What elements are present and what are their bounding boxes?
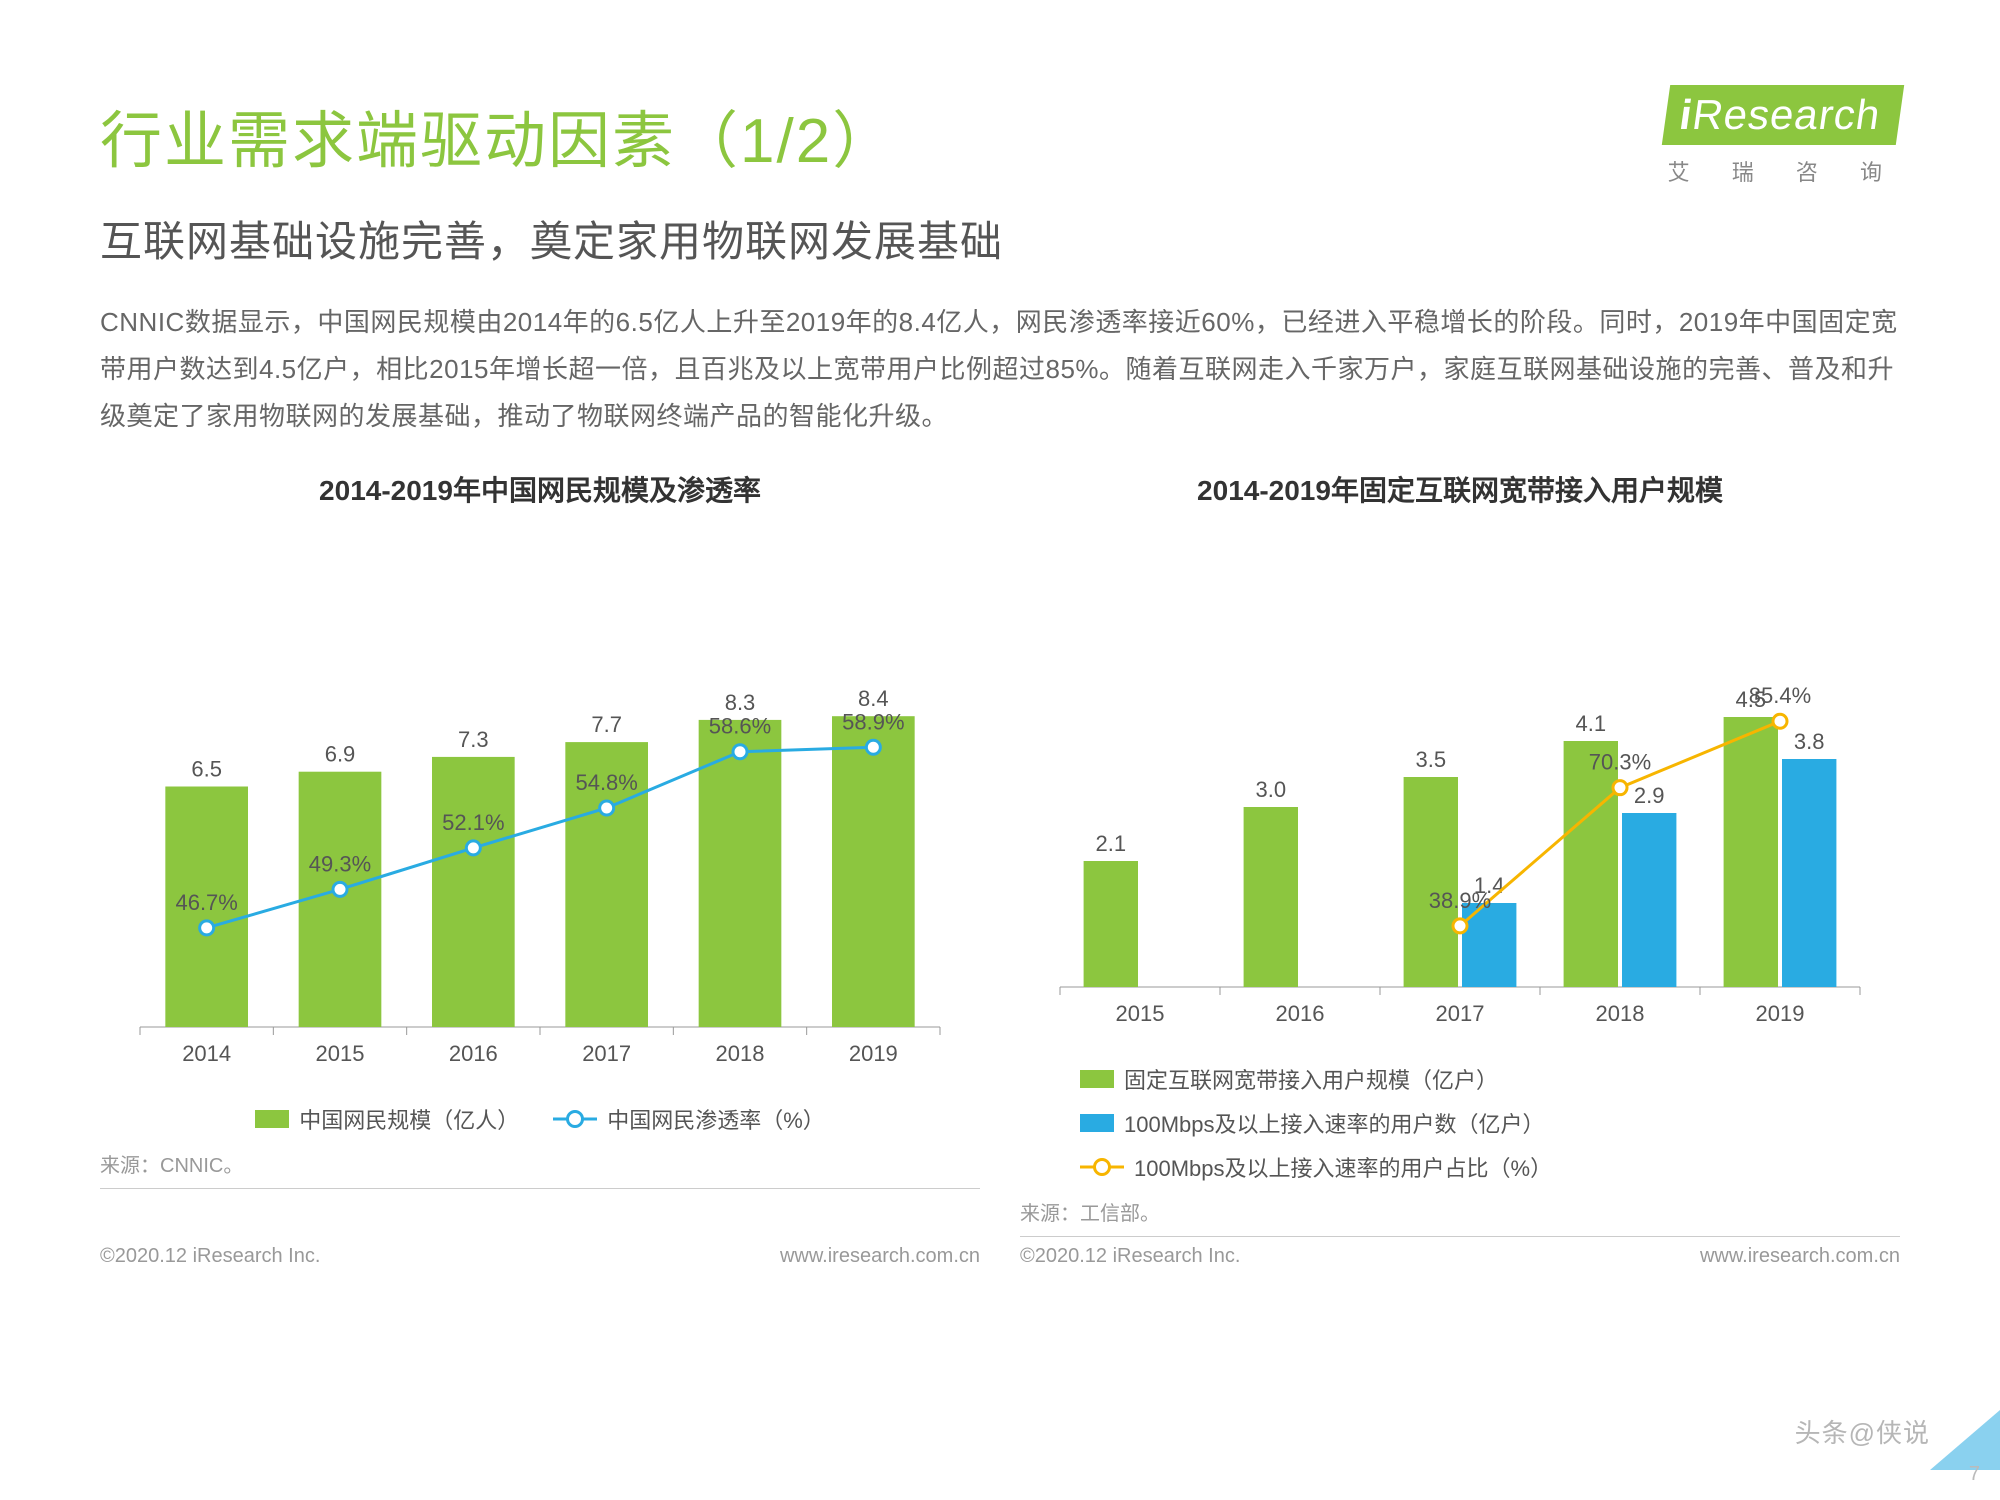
bar-swatch-icon (1080, 1070, 1114, 1088)
chart-right-legend: 固定互联网宽带接入用户规模（亿户） 100Mbps及以上接入速率的用户数（亿户）… (1020, 1063, 1900, 1183)
page-title: 行业需求端驱动因素（1/2） (100, 90, 1900, 180)
svg-text:4.1: 4.1 (1576, 711, 1607, 736)
svg-text:2016: 2016 (449, 1041, 498, 1066)
svg-text:6.5: 6.5 (191, 757, 222, 782)
svg-text:2015: 2015 (1116, 1001, 1165, 1026)
svg-text:3.5: 3.5 (1416, 747, 1447, 772)
chart-left-source: 来源：CNNIC。 (100, 1149, 980, 1189)
svg-text:2017: 2017 (582, 1041, 631, 1066)
chart-right-source: 来源：工信部。 (1020, 1197, 1900, 1237)
svg-text:3.0: 3.0 (1256, 777, 1287, 802)
svg-text:54.8%: 54.8% (575, 770, 637, 795)
legend-item: 100Mbps及以上接入速率的用户占比（%） (1080, 1151, 1552, 1183)
chart-right: 2014-2019年固定互联网宽带接入用户规模 2.1 2015 3.0 2016 3.… (1020, 469, 1900, 1237)
bar-swatch-icon (255, 1110, 289, 1128)
svg-text:2016: 2016 (1276, 1001, 1325, 1026)
svg-text:58.9%: 58.9% (842, 710, 904, 735)
svg-text:2017: 2017 (1436, 1001, 1485, 1026)
slide-page: iResearch 艾 瑞 咨 询 行业需求端驱动因素（1/2） 互联网基础设施… (0, 0, 2000, 1500)
footer-copyright: ©2020.12 iResearch Inc. (1020, 1245, 1240, 1268)
charts-row: 2014-2019年中国网民规模及渗透率 6.5 2014 6.9 2015 7.3 20… (100, 469, 1900, 1237)
line-swatch-icon (553, 1110, 597, 1128)
svg-text:3.8: 3.8 (1794, 729, 1825, 754)
svg-text:46.7%: 46.7% (175, 890, 237, 915)
accent-corner-icon (1930, 1410, 2000, 1470)
svg-text:58.6%: 58.6% (709, 714, 771, 739)
svg-text:7.3: 7.3 (458, 727, 489, 752)
chart-left: 2014-2019年中国网民规模及渗透率 6.5 2014 6.9 2015 7.3 20… (100, 469, 980, 1237)
chart-left-legend: 中国网民规模（亿人） 中国网民渗透率（%） (100, 1103, 980, 1135)
legend-item: 中国网民规模（亿人） (255, 1103, 519, 1135)
body-paragraph: CNNIC数据显示，中国网民规模由2014年的6.5亿人上升至2019年的8.4… (100, 299, 1900, 439)
chart-left-title: 2014-2019年中国网民规模及渗透率 (100, 469, 980, 509)
footer-url: www.iresearch.com.cn (1700, 1245, 1900, 1268)
svg-text:2019: 2019 (1756, 1001, 1805, 1026)
svg-text:38.9%: 38.9% (1429, 888, 1491, 913)
svg-text:2.1: 2.1 (1096, 831, 1127, 856)
svg-text:2018: 2018 (716, 1041, 765, 1066)
footer-url: www.iresearch.com.cn (780, 1245, 980, 1268)
legend-item: 100Mbps及以上接入速率的用户数（亿户） (1080, 1107, 1545, 1139)
svg-text:7.7: 7.7 (591, 712, 622, 737)
logo-subtext: 艾 瑞 咨 询 (1666, 155, 1900, 187)
chart-right-svg: 2.120153.020163.51.420174.12.920184.53.8… (1020, 527, 1880, 1047)
svg-text:2015: 2015 (316, 1041, 365, 1066)
page-number: 7 (1969, 1463, 1980, 1486)
logo-mark: iResearch (1661, 85, 1904, 145)
svg-text:8.4: 8.4 (858, 687, 889, 712)
svg-text:2019: 2019 (849, 1041, 898, 1066)
chart-right-title: 2014-2019年固定互联网宽带接入用户规模 (1020, 469, 1900, 509)
svg-text:85.4%: 85.4% (1749, 684, 1811, 709)
svg-text:52.1%: 52.1% (442, 810, 504, 835)
bar-swatch-icon (1080, 1114, 1114, 1132)
legend-item: 中国网民渗透率（%） (553, 1103, 825, 1135)
legend-item: 固定互联网宽带接入用户规模（亿户） (1080, 1063, 1498, 1095)
svg-text:49.3%: 49.3% (309, 852, 371, 877)
svg-text:8.3: 8.3 (725, 690, 756, 715)
line-swatch-icon (1080, 1158, 1124, 1176)
svg-text:2014: 2014 (182, 1041, 231, 1066)
svg-text:2.9: 2.9 (1634, 783, 1665, 808)
footer: ©2020.12 iResearch Inc. www.iresearch.co… (100, 1245, 1900, 1268)
footer-copyright: ©2020.12 iResearch Inc. (100, 1245, 320, 1268)
page-subtitle: 互联网基础设施完善，奠定家用物联网发展基础 (100, 208, 1900, 269)
svg-text:70.3%: 70.3% (1589, 750, 1651, 775)
watermark: 头条@侠说 (1795, 1413, 1930, 1450)
svg-text:2018: 2018 (1596, 1001, 1645, 1026)
brand-logo: iResearch 艾 瑞 咨 询 (1666, 85, 1900, 187)
svg-text:6.9: 6.9 (325, 742, 356, 767)
chart-left-svg: 6.5 2014 6.9 2015 7.3 2016 7.7 2017 8.3 2018 8.4 20… (100, 527, 960, 1087)
